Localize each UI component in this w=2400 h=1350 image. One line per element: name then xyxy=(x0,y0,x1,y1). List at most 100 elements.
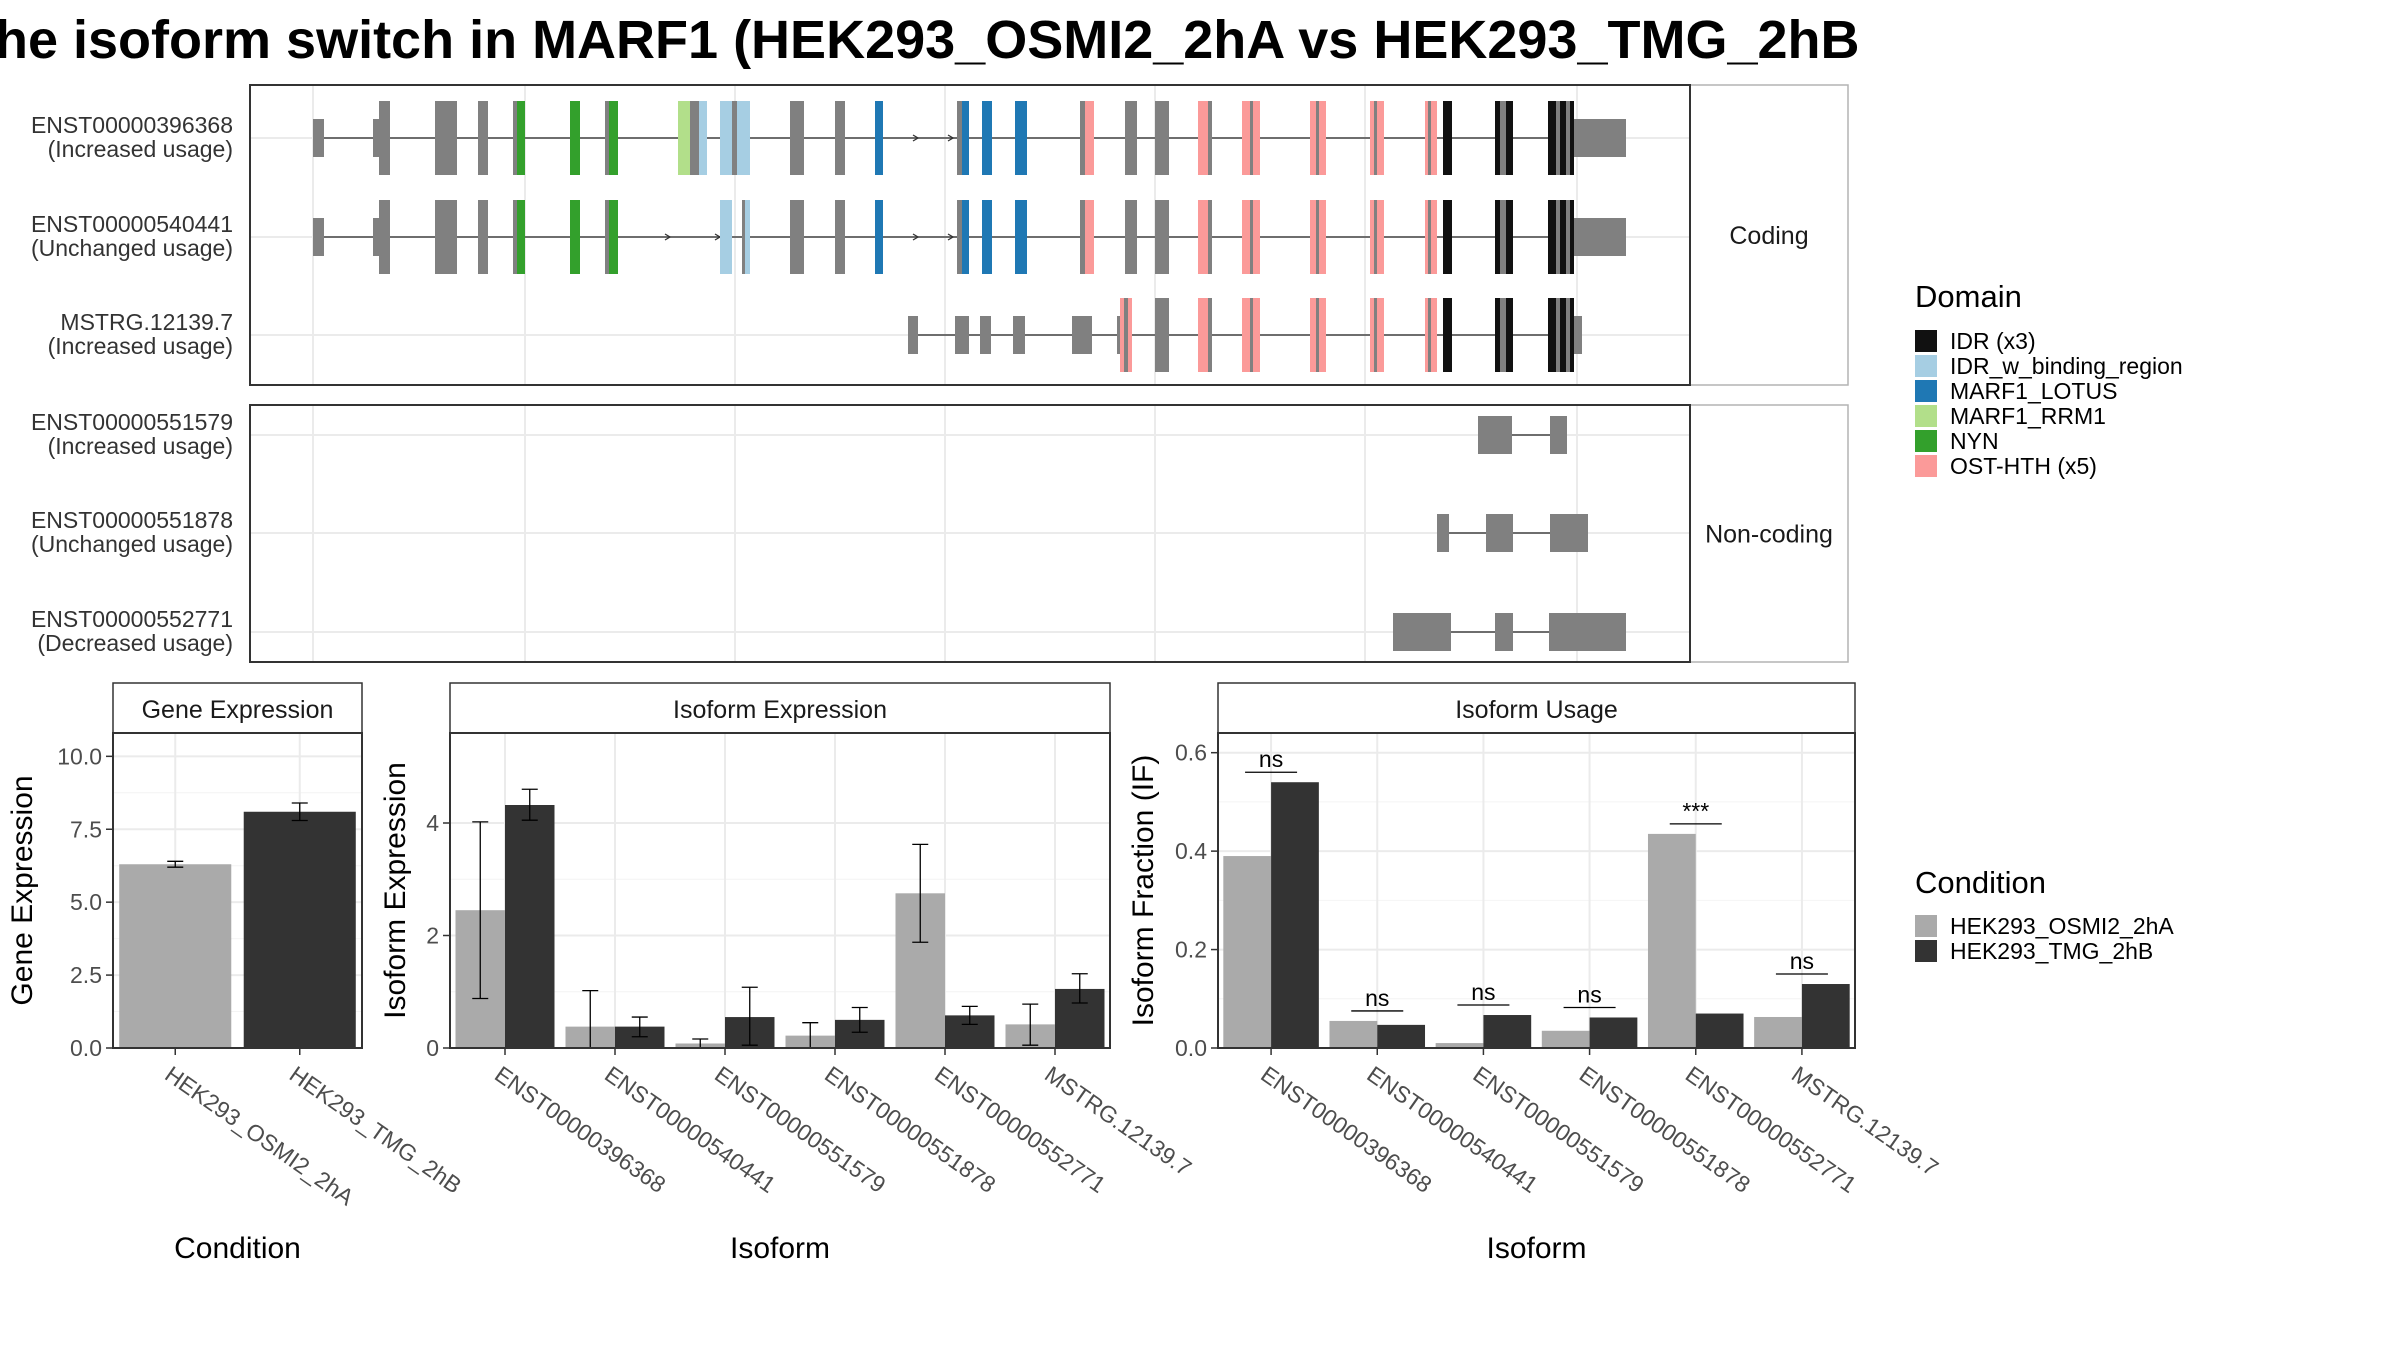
y-tick-label: 7.5 xyxy=(70,816,102,842)
exon xyxy=(732,101,737,175)
exon xyxy=(1500,101,1506,175)
condition-legend-label: HEK293_OSMI2_2hA xyxy=(1950,913,2174,939)
exon xyxy=(1574,119,1626,157)
noncoding-transcript-label-id: ENST00000551878 xyxy=(31,507,233,533)
chart-title: Isoform Usage xyxy=(1455,696,1618,724)
exon xyxy=(790,101,804,175)
chart-strip xyxy=(1217,682,1856,734)
domain-legend-key xyxy=(1915,405,1937,427)
bar-osmi xyxy=(1647,833,1696,1048)
x-tick-label: ENST00000396368 xyxy=(1256,1061,1436,1198)
exon xyxy=(435,101,457,175)
exon xyxy=(1556,200,1560,274)
exon xyxy=(1550,416,1567,454)
exon xyxy=(478,200,488,274)
y-tick-label: 0.2 xyxy=(1175,937,1207,963)
domain-legend-label: OST-HTH (x5) xyxy=(1950,453,2097,479)
exon xyxy=(1428,101,1431,175)
y-tick-label: 10.0 xyxy=(57,743,102,769)
domain-legend-label: IDR_w_binding_region xyxy=(1950,353,2183,379)
coding-transcript-label-usage: (Unchanged usage) xyxy=(31,235,233,261)
chart-border xyxy=(1217,732,1856,1049)
strand-arrow xyxy=(947,134,955,142)
significance-label: *** xyxy=(1682,798,1709,824)
exon xyxy=(699,101,707,175)
y-tick-label: 0 xyxy=(426,1035,439,1061)
y-tick-label: 5.0 xyxy=(70,889,102,915)
exon xyxy=(1155,298,1169,372)
exon xyxy=(908,316,918,354)
exon xyxy=(1316,200,1319,274)
bar-tmg xyxy=(1271,782,1319,1048)
domain-legend-title: Domain xyxy=(1915,279,2022,314)
exon xyxy=(1548,200,1574,274)
exon xyxy=(980,316,991,354)
exon xyxy=(835,101,845,175)
exon xyxy=(982,101,992,175)
y-axis-title: Isoform Fraction (IF) xyxy=(1127,755,1160,1027)
exon xyxy=(1080,200,1085,274)
noncoding-panel-border xyxy=(249,404,1691,663)
bar-osmi xyxy=(1223,856,1272,1048)
exon xyxy=(435,200,457,274)
bar-osmi xyxy=(1541,1030,1590,1048)
y-tick-label: 4 xyxy=(426,810,439,836)
significance-label: ns xyxy=(1259,746,1283,772)
exon xyxy=(373,218,379,256)
exon xyxy=(790,200,804,274)
exon xyxy=(962,101,969,175)
y-tick-label: 0.0 xyxy=(70,1035,102,1061)
chart-border xyxy=(449,732,1111,1049)
exon xyxy=(742,200,745,274)
exon xyxy=(1443,298,1452,372)
chart-title: Isoform Expression xyxy=(673,696,887,724)
exon xyxy=(1374,200,1377,274)
exon xyxy=(478,101,488,175)
exon xyxy=(379,101,390,175)
exon xyxy=(742,101,750,175)
exon xyxy=(313,218,324,256)
domain-legend-key xyxy=(1915,330,1937,352)
exon xyxy=(1566,298,1570,372)
exon xyxy=(1548,298,1574,372)
bar-osmi xyxy=(1754,1016,1802,1048)
bar-charts-area: Gene Expression0.02.55.07.510.0HEK293_OS… xyxy=(6,682,1943,1265)
exon xyxy=(1574,316,1582,354)
x-tick-label: ENST00000551878 xyxy=(1575,1061,1755,1198)
strand-arrow xyxy=(664,233,672,241)
domain-legend-key xyxy=(1915,355,1937,377)
condition-legend-label: HEK293_TMG_2hB xyxy=(1950,938,2153,964)
exon xyxy=(1080,101,1085,175)
coding-transcript-label-id: ENST00000540441 xyxy=(31,211,233,237)
chart-panel-2: Isoform Expression024ENST00000396368ENST… xyxy=(379,682,1196,1265)
domain-legend-label: MARF1_LOTUS xyxy=(1950,378,2117,404)
domain-legend-key xyxy=(1915,455,1937,477)
bar xyxy=(119,864,232,1048)
exon xyxy=(694,101,699,175)
exon xyxy=(605,101,609,175)
exon xyxy=(1574,218,1626,256)
exon xyxy=(605,200,609,274)
exon xyxy=(1478,416,1512,454)
exon xyxy=(1566,101,1570,175)
exon xyxy=(1250,298,1253,372)
exon xyxy=(1566,200,1570,274)
exon xyxy=(517,200,525,274)
significance-label: ns xyxy=(1471,979,1495,1005)
exon xyxy=(1208,101,1212,175)
x-axis-title: Condition xyxy=(174,1232,301,1265)
exon xyxy=(690,101,694,175)
y-axis-title: Gene Expression xyxy=(6,775,39,1005)
exon xyxy=(1556,298,1560,372)
exon xyxy=(1486,514,1513,552)
x-tick-label: ENST00000551579 xyxy=(1469,1061,1649,1198)
y-tick-label: 0.0 xyxy=(1175,1035,1207,1061)
exon xyxy=(379,200,390,274)
significance-label: ns xyxy=(1577,981,1601,1007)
bar-tmg xyxy=(1589,1017,1638,1048)
coding-panel-bg xyxy=(250,85,1690,385)
exon xyxy=(1208,298,1212,372)
exon xyxy=(1374,101,1377,175)
